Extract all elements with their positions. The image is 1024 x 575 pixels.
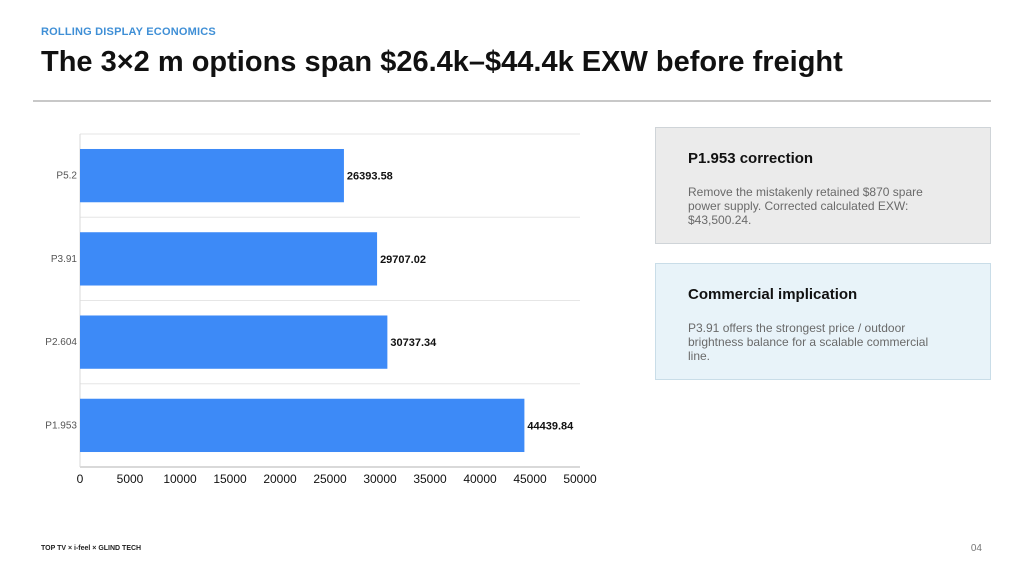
title-divider <box>33 100 991 102</box>
x-tick-label: 10000 <box>163 472 197 486</box>
x-tick-label: 45000 <box>513 472 547 486</box>
x-tick-label: 15000 <box>213 472 247 486</box>
bar-value-label: 26393.58 <box>347 171 393 183</box>
bar <box>80 232 378 286</box>
category-label: P5.2 <box>56 171 77 182</box>
implication-card: Commercial implication P3.91 offers the … <box>655 263 991 380</box>
bar <box>80 398 525 453</box>
correction-card-body: Remove the mistakenly retained $870 spar… <box>688 185 923 227</box>
x-tick-label: 25000 <box>313 472 347 486</box>
page-title: The 3×2 m options span $26.4k–$44.4k EXW… <box>41 46 843 78</box>
implication-card-body: P3.91 offers the strongest price / outdo… <box>688 321 929 363</box>
x-tick-label: 20000 <box>263 472 297 486</box>
category-label: P3.91 <box>51 254 78 265</box>
x-tick-label: 30000 <box>363 472 397 486</box>
x-tick-label: 40000 <box>463 472 497 486</box>
bar-value-label: 29707.02 <box>380 254 426 266</box>
footer-credit: TOP TV × i-feel × GLIND TECH <box>41 545 142 552</box>
category-label: P2.604 <box>45 337 77 348</box>
bar-value-label: 30737.34 <box>390 337 437 349</box>
bar <box>80 148 344 203</box>
x-tick-label: 35000 <box>413 472 447 486</box>
eyebrow-label: ROLLING DISPLAY ECONOMICS <box>41 26 216 38</box>
correction-card: P1.953 correction Remove the mistakenly … <box>655 127 991 244</box>
x-tick-label: 5000 <box>117 472 144 486</box>
implication-card-title: Commercial implication <box>688 286 858 303</box>
bar-value-label: 44439.84 <box>527 420 574 432</box>
page-number: 04 <box>970 543 982 554</box>
category-label: P1.953 <box>45 420 77 431</box>
x-tick-label: 50000 <box>563 472 597 486</box>
bar <box>80 315 388 369</box>
correction-card-title: P1.953 correction <box>688 150 814 167</box>
x-tick-label: 0 <box>77 472 84 486</box>
